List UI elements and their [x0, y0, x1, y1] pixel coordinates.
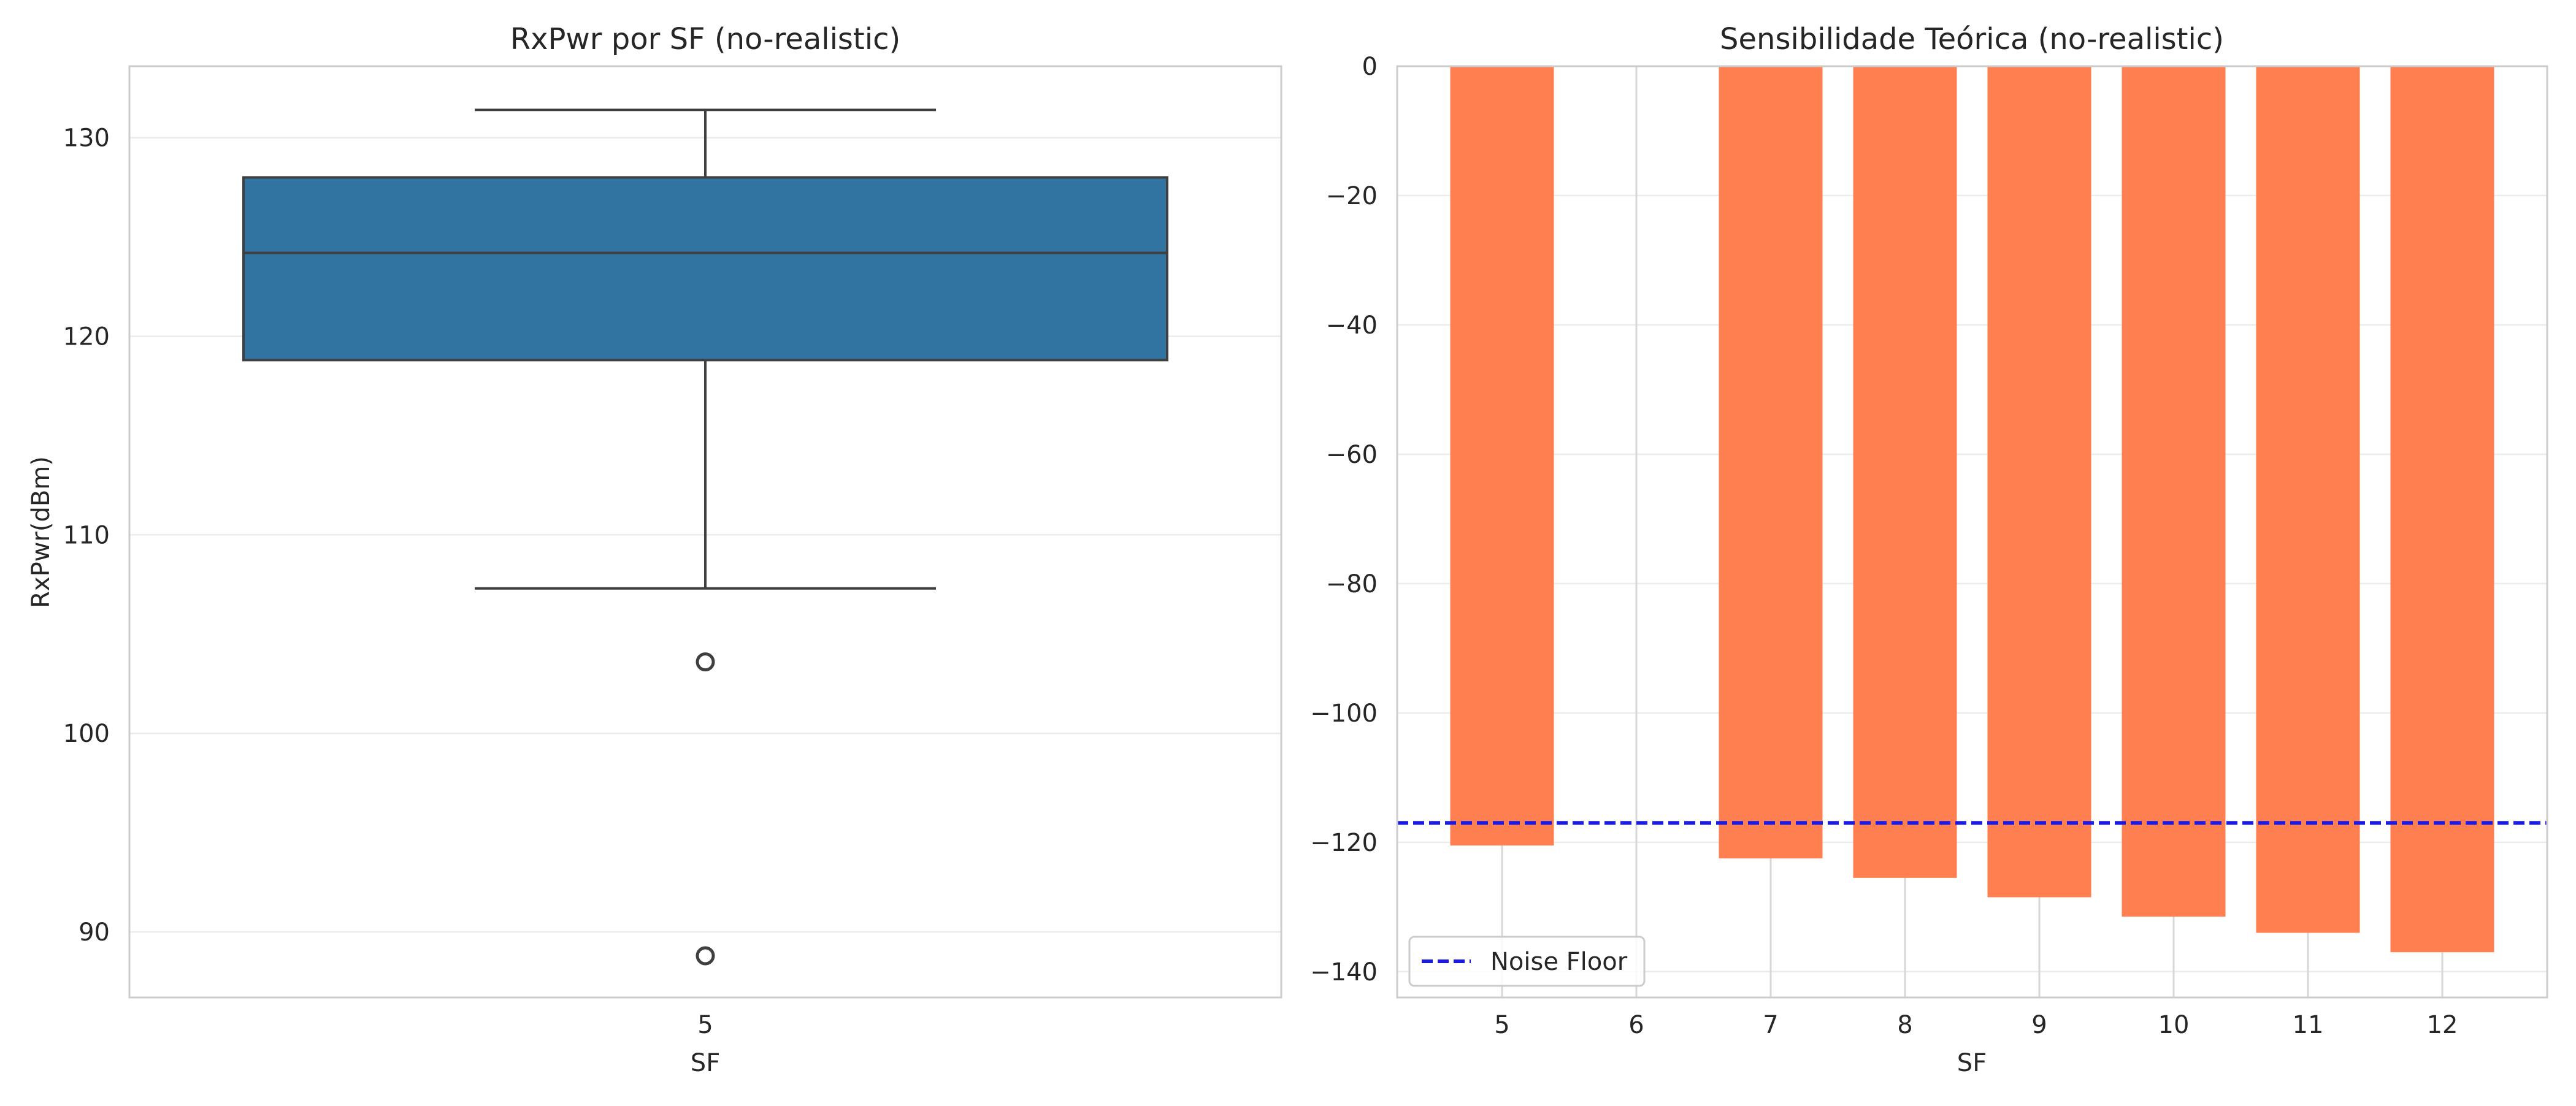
left-y-tick-label: 110 — [63, 521, 110, 549]
left-chart-title: RxPwr por SF (no-realistic) — [510, 22, 900, 56]
right-x-tick-label: 5 — [1494, 1011, 1509, 1039]
bar-sf-10 — [2122, 66, 2226, 917]
iqr-box — [242, 176, 1168, 362]
right-plot-frame — [1396, 65, 2548, 999]
bar-chart: 0 −20 −40 −60 −80 −100 −120 −140 5 6 7 8 9 10 11 12 Se… — [1310, 22, 2548, 1077]
left-y-tick-labels: 90 100 110 120 130 — [63, 124, 110, 947]
bar-sf-8 — [1853, 66, 1957, 878]
right-x-tick-label: 9 — [2031, 1011, 2047, 1039]
bar-sf-12 — [2390, 66, 2494, 953]
left-x-tick-labels: 5 — [697, 1011, 713, 1039]
right-y-tick-label: −20 — [1326, 182, 1378, 210]
right-y-tick-label: 0 — [1362, 53, 1378, 81]
outlier-point — [696, 946, 715, 966]
left-y-axis-label: RxPwr(dBm) — [27, 456, 55, 608]
right-x-tick-label: 8 — [1897, 1011, 1912, 1039]
left-y-tick-label: 120 — [63, 322, 110, 351]
right-bars — [1450, 66, 2494, 953]
right-y-tick-label: −120 — [1310, 829, 1378, 857]
bar-sf-5 — [1450, 66, 1554, 846]
left-y-tick-label: 90 — [79, 918, 110, 947]
right-x-tick-label: 7 — [1763, 1011, 1778, 1039]
left-plot-frame — [128, 65, 1282, 999]
right-y-tick-label: −60 — [1326, 441, 1378, 469]
right-chart-title: Sensibilidade Teórica (no-realistic) — [1720, 22, 2224, 56]
outlier-point — [696, 652, 715, 672]
right-x-tick-label: 11 — [2293, 1011, 2324, 1039]
right-x-tick-label: 6 — [1628, 1011, 1644, 1039]
legend-noise-floor-label: Noise Floor — [1490, 948, 1628, 976]
right-x-axis-label: SF — [1957, 1049, 1987, 1077]
right-y-tick-labels: 0 −20 −40 −60 −80 −100 −120 −140 — [1310, 53, 1378, 986]
right-x-tick-label: 10 — [2158, 1011, 2190, 1039]
legend-box — [1408, 936, 1646, 987]
right-x-tick-labels: 5 6 7 8 9 10 11 12 — [1494, 1011, 2458, 1039]
left-x-axis-label: SF — [691, 1049, 720, 1077]
right-y-tick-label: −100 — [1310, 700, 1378, 728]
right-gridlines — [1397, 65, 2547, 997]
bar-sf-11 — [2256, 66, 2360, 933]
right-x-tick-label: 12 — [2427, 1011, 2458, 1039]
legend: Noise Floor — [1408, 936, 1646, 987]
left-y-tick-label: 100 — [63, 720, 110, 748]
left-x-tick-label: 5 — [697, 1011, 713, 1039]
bar-sf-9 — [1987, 66, 2091, 898]
boxplot-chart: 90 100 110 120 130 5 RxPwr por SF (no-realis… — [27, 22, 1282, 1077]
left-y-tick-label: 130 — [63, 124, 110, 153]
right-y-tick-label: −80 — [1326, 570, 1378, 598]
right-y-tick-label: −140 — [1310, 958, 1378, 986]
right-y-tick-label: −40 — [1326, 311, 1378, 340]
left-box-marks — [242, 109, 1168, 966]
bar-sf-7 — [1719, 66, 1823, 859]
